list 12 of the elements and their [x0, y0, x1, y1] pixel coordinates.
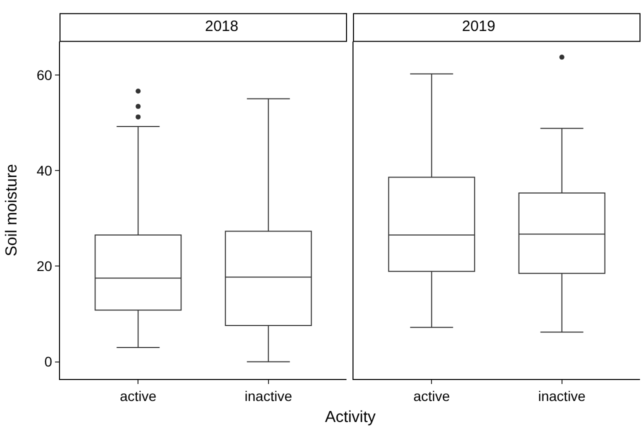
- x-tick-label: active: [120, 388, 157, 404]
- chart-title: 2018: [205, 18, 238, 35]
- y-tick-label: 20: [36, 258, 52, 274]
- y-tick-label: 60: [36, 66, 52, 83]
- y-tick-label: 0: [44, 354, 52, 370]
- y-tick-label: 40: [36, 162, 52, 178]
- chart-title: 2019: [462, 18, 496, 35]
- x-tick-label: inactive: [244, 388, 292, 404]
- x-tick-label: active: [413, 388, 450, 404]
- y-axis-title: Soil moisture: [4, 164, 21, 256]
- x-axis-title: Activity: [325, 409, 376, 426]
- x-tick-label: inactive: [538, 388, 586, 404]
